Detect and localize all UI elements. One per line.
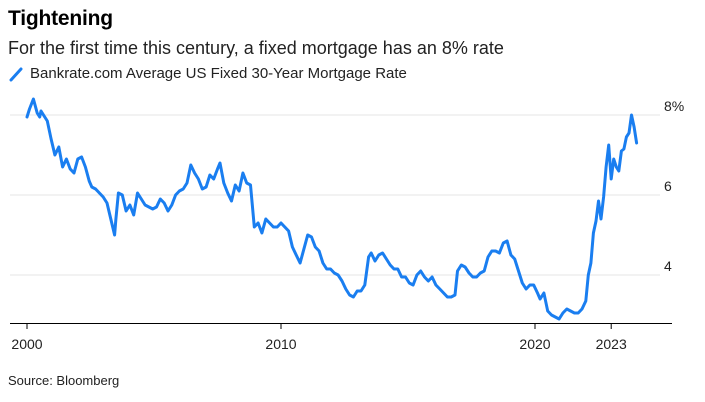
y-tick-label: 8%: [664, 98, 684, 114]
legend-swatch-icon: [9, 67, 23, 81]
series-line: [25, 97, 639, 321]
chart-title: Tightening: [8, 7, 113, 30]
y-tick-label: 6: [664, 178, 672, 194]
y-tick-label: 4: [664, 258, 672, 274]
legend: Bankrate.com Average US Fixed 30-Year Mo…: [8, 65, 407, 82]
source-note: Source: Bloomberg: [8, 373, 120, 388]
x-tick-label: 2020: [519, 336, 550, 352]
x-tick-label: 2000: [11, 336, 42, 352]
chart-subtitle: For the first time this century, a fixed…: [8, 38, 504, 58]
x-tick-label: 2010: [265, 336, 296, 352]
legend-label: Bankrate.com Average US Fixed 30-Year Mo…: [30, 65, 407, 82]
x-tick-label: 2023: [596, 336, 627, 352]
